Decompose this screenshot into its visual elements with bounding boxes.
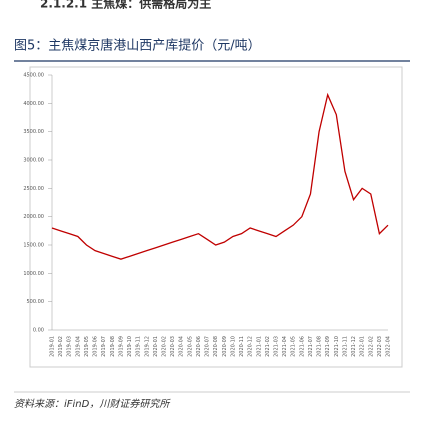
x-tick-label: 2019-02 — [58, 336, 64, 357]
data-line — [51, 92, 389, 260]
x-tick-label: 2020-09 — [222, 336, 228, 357]
y-tick-label: 1000.00 — [23, 271, 44, 277]
x-tick-label: 2021-05 — [291, 336, 297, 357]
y-tick-label: 3500.00 — [23, 129, 44, 135]
y-tick-label: 1500.00 — [23, 243, 44, 249]
x-tick-label: 2020-12 — [248, 336, 254, 357]
x-tick-label: 2020-04 — [179, 336, 185, 357]
x-tick-label: 2021-10 — [334, 336, 340, 357]
x-tick-label: 2019-07 — [101, 336, 107, 357]
x-tick-label: 2019-12 — [144, 336, 150, 357]
x-tick-label: 2022-01 — [360, 336, 366, 357]
x-tick-label: 2019-03 — [67, 336, 73, 357]
x-tick-label: 2020-10 — [230, 336, 236, 357]
x-tick-label: 2021-11 — [342, 336, 348, 357]
source: 资料来源：iFinD，川财证券研究所 — [14, 398, 171, 410]
x-tick-label: 2019-10 — [127, 336, 133, 357]
x-tick-label: 2019-04 — [75, 336, 81, 357]
x-tick-label: 2022-04 — [386, 336, 392, 357]
x-tick-label: 2022-02 — [368, 336, 374, 357]
chart-frame — [29, 66, 403, 368]
y-tick-label: 2500.00 — [23, 186, 44, 192]
y-tick-label: 500.00 — [27, 299, 45, 305]
x-tick-label: 2021-04 — [282, 336, 288, 357]
y-tick-label: 4000.00 — [23, 101, 44, 107]
x-tick-label: 2021-03 — [274, 336, 280, 357]
y-tick-label: 2000.00 — [23, 214, 44, 220]
section-heading: 2.1.2.1 主焦煤：供需格局为主 — [40, 0, 211, 11]
x-tick-label: 2019-05 — [84, 336, 90, 357]
x-tick-label: 2020-05 — [187, 336, 193, 357]
x-tick-label: 2020-06 — [196, 336, 202, 357]
y-tick-label: 0.00 — [33, 328, 44, 334]
x-tick-label: 2021-01 — [256, 336, 262, 357]
x-tick-label: 2020-01 — [153, 336, 159, 357]
x-tick-label: 2021-09 — [325, 336, 331, 357]
x-tick-label: 2022-03 — [377, 336, 383, 357]
x-tick-label: 2020-03 — [170, 336, 176, 357]
x-tick-label: 2019-01 — [50, 336, 56, 357]
x-tick-label: 2021-08 — [317, 336, 323, 357]
x-tick-label: 2021-02 — [265, 336, 271, 357]
x-tick-label: 2021-07 — [308, 336, 314, 357]
x-tick-label: 2020-08 — [213, 336, 219, 357]
y-tick-label: 4500.00 — [23, 73, 44, 79]
x-tick-label: 2021-06 — [299, 336, 305, 357]
x-tick-label: 2019-09 — [118, 336, 124, 357]
x-tick-label: 2020-02 — [162, 336, 168, 357]
x-tick-label: 2019-08 — [110, 336, 116, 357]
y-tick-label: 3000.00 — [23, 158, 44, 164]
chart-title: 图5：主焦煤京唐港山西产库提价（元/吨） — [14, 38, 261, 54]
x-tick-label: 2020-11 — [239, 336, 245, 357]
x-tick-label: 2019-11 — [136, 336, 142, 357]
x-tick-label: 2020-07 — [205, 336, 211, 357]
x-tick-label: 2019-06 — [93, 336, 99, 357]
x-tick-label: 2021-12 — [351, 336, 357, 357]
